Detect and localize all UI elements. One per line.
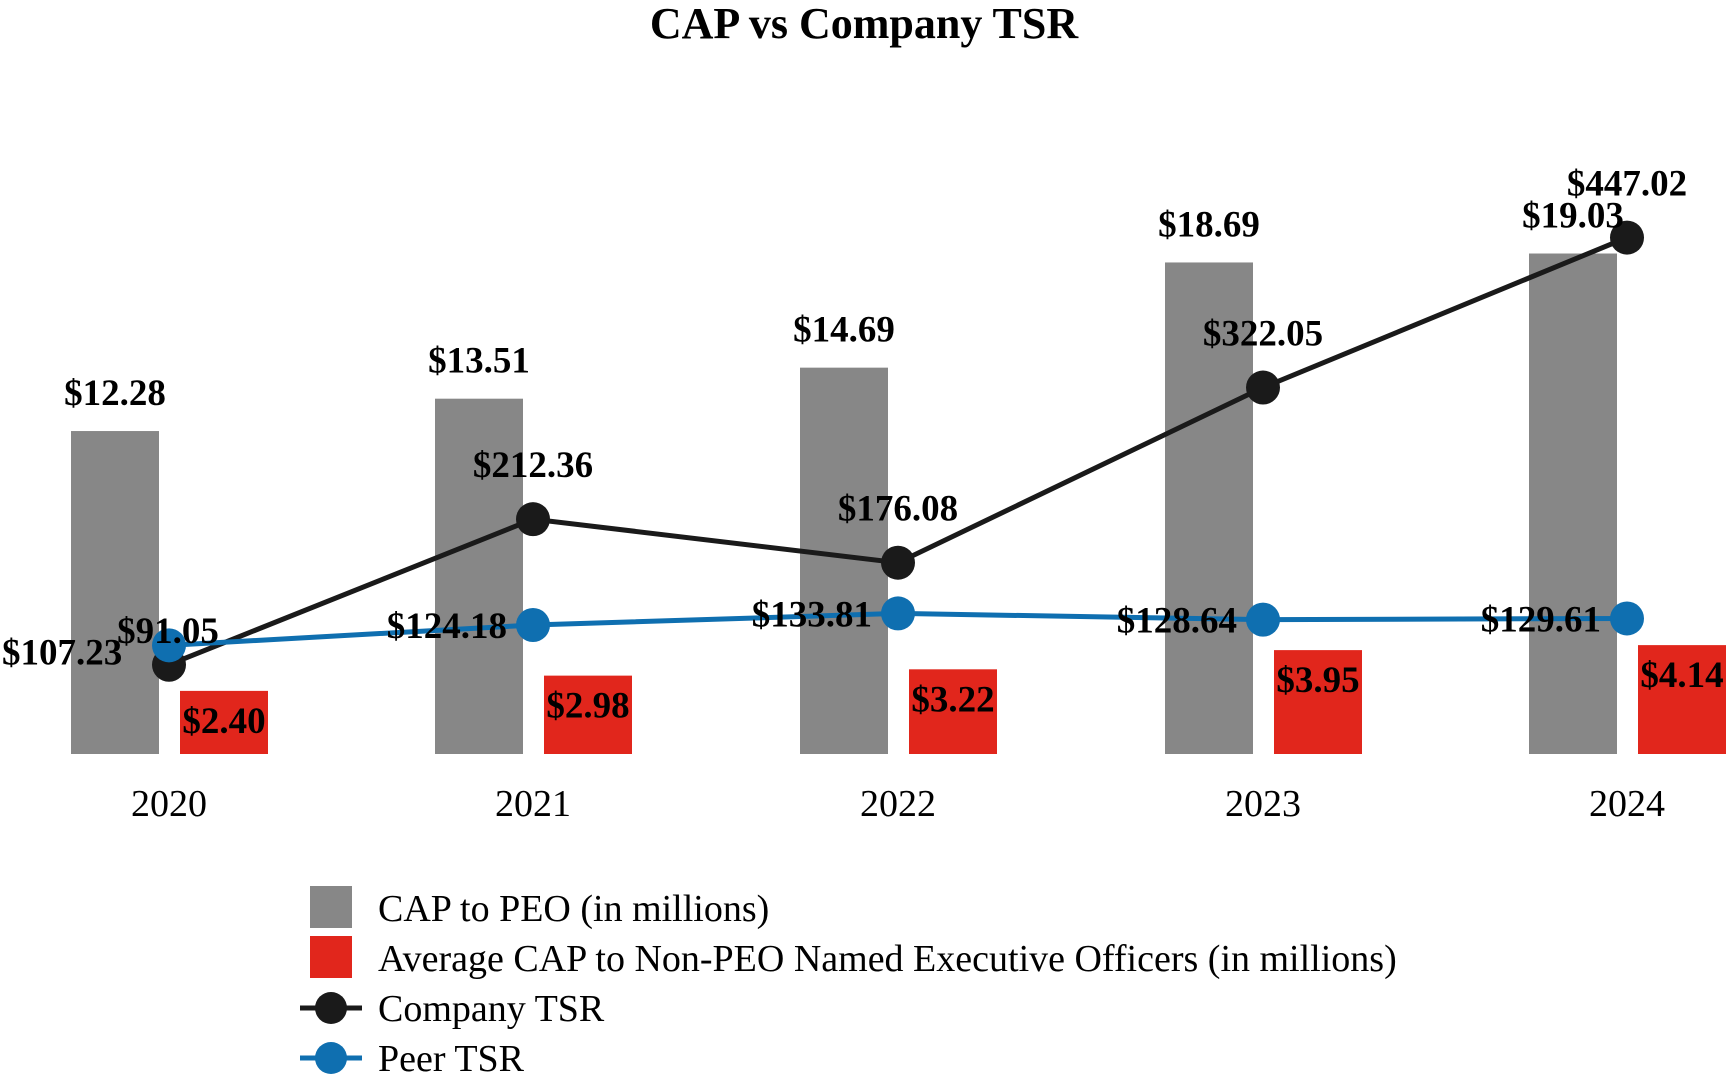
bar-cap-neo-2021 [544,675,632,754]
bar-cap-neo-2020 [180,690,268,754]
legend-item-1: CAP to PEO (in millions) [310,886,769,930]
label-company-tsr-2023: $322.05 [1203,314,1323,355]
bar-cap-peo-2023 [1165,262,1253,754]
legend-label: Average CAP to Non-PEO Named Executive O… [378,938,1397,980]
bar-cap-neo-2022 [909,669,997,754]
label-peer-tsr-2024: $129.61 [1481,599,1601,640]
company-tsr-point-2023 [1246,370,1280,405]
bar-cap-peo-2021 [435,398,523,754]
label-company-tsr-2022: $176.08 [838,489,958,530]
label-cap-peo-2020: $12.28 [64,373,166,414]
label-peer-tsr-2021: $124.18 [387,606,507,647]
x-tick-2024: 2024 [1589,783,1665,825]
x-axis: 2020 2021 2022 2023 2024 [131,783,1665,825]
bar-cap-peo-2020 [71,431,159,754]
company-tsr-point-2024 [1610,220,1644,255]
x-tick-2022: 2022 [860,783,936,825]
peer-tsr-point-2020 [152,628,186,663]
label-cap-peo-2024: $19.03 [1522,196,1624,237]
bar-layer [71,253,1726,755]
legend-swatch [310,886,352,928]
x-tick-2020: 2020 [131,783,207,825]
peer-tsr-point-2023 [1246,602,1280,637]
label-peer-tsr-2020: $107.23 [2,632,122,673]
company-tsr-point-2021 [516,502,550,537]
legend-marker [315,1042,347,1074]
label-company-tsr-2021: $212.36 [473,445,593,486]
label-peer-tsr-2022: $133.81 [752,594,872,635]
legend-marker [315,992,347,1024]
legend-label: CAP to PEO (in millions) [378,888,769,930]
label-cap-neo-2022: $3.22 [911,679,994,720]
label-peer-tsr-2023: $128.64 [1117,601,1237,642]
label-cap-neo-2024: $4.14 [1640,655,1723,696]
peer-tsr-point-2021 [516,607,550,642]
legend-swatch [310,936,352,978]
company-tsr-point-2022 [881,545,915,580]
chart-title: CAP vs Company TSR [650,0,1080,48]
bar-cap-neo-2023 [1274,650,1362,754]
label-cap-neo-2023: $3.95 [1276,660,1359,701]
legend: CAP to PEO (in millions) Average CAP to N… [300,886,1397,1080]
label-company-tsr-2024: $447.02 [1567,164,1687,205]
bar-cap-peo-2024 [1529,253,1617,755]
label-cap-neo-2021: $2.98 [546,686,629,727]
peer-tsr-point-2022 [881,596,915,631]
legend-item-3: Company TSR [300,988,605,1030]
legend-label: Company TSR [378,988,605,1030]
data-label-layer: $12.28 $2.40 $91.05 $13.51 $2.98 $212.36 $14.6… [2,164,1724,742]
label-cap-peo-2022: $14.69 [793,310,895,351]
legend-item-2: Average CAP to Non-PEO Named Executive O… [310,936,1397,980]
bar-cap-neo-2024 [1638,645,1726,754]
label-cap-peo-2021: $13.51 [428,341,530,382]
legend-label: Peer TSR [378,1038,525,1080]
label-cap-peo-2023: $18.69 [1158,204,1260,245]
peer-tsr-point-2024 [1610,601,1644,636]
label-cap-neo-2020: $2.40 [182,701,265,742]
x-tick-2023: 2023 [1225,783,1301,825]
legend-item-4: Peer TSR [300,1038,525,1080]
label-company-tsr-2020: $91.05 [117,611,219,652]
line-layer [152,220,1644,682]
x-tick-2021: 2021 [495,783,571,825]
